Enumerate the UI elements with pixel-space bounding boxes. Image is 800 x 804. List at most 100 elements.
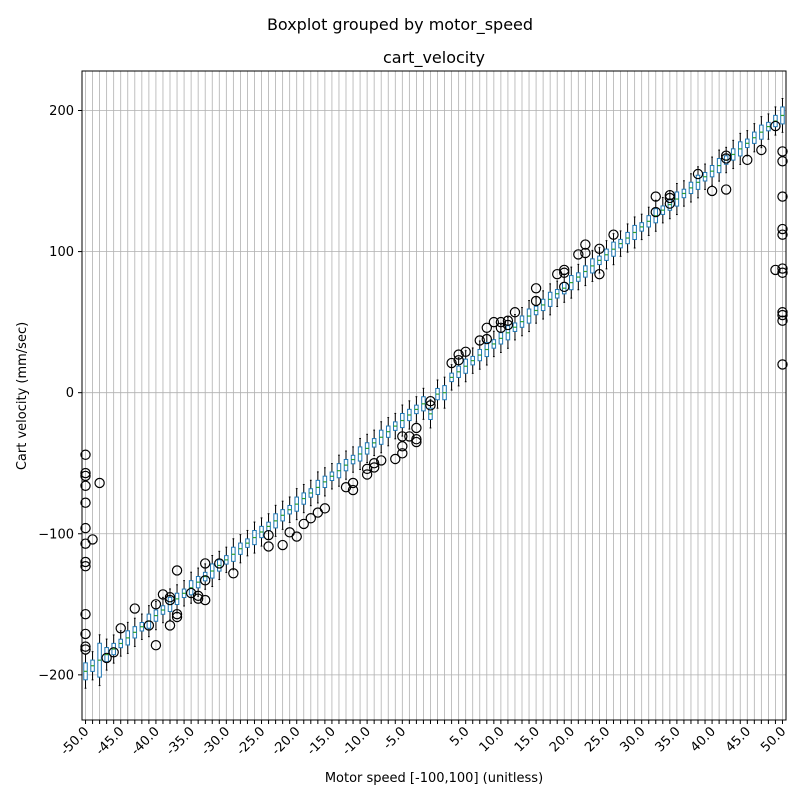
- outlier-point: [80, 608, 91, 620]
- outlier-point: [777, 229, 788, 240]
- x-tick-label: 50.0: [758, 724, 789, 755]
- outlier-point: [573, 249, 584, 260]
- plot-frame: [81, 70, 787, 721]
- outlier-point: [192, 593, 204, 604]
- outlier-point: [361, 463, 373, 475]
- outlier-point: [80, 449, 91, 460]
- x-tick-label: -30.0: [199, 724, 233, 758]
- outlier-point: [770, 120, 781, 132]
- outlier-point: [777, 191, 788, 202]
- outlier-point: [453, 349, 464, 360]
- outlier-point: [80, 470, 91, 482]
- x-tick-label: -45.0: [93, 724, 127, 758]
- y-tick-label: 100: [49, 245, 74, 260]
- outlier-point: [502, 315, 514, 326]
- outlier-point: [509, 307, 521, 318]
- outlier-point: [777, 146, 788, 157]
- y-tick-label: −200: [38, 668, 74, 683]
- outlier-point: [474, 335, 485, 346]
- outlier-point: [404, 431, 415, 442]
- x-tick-label: 20.0: [547, 724, 578, 755]
- outlier-point: [706, 185, 718, 197]
- y-tick-label: 0: [66, 386, 74, 401]
- y-axis: −200 −100 0 100 200: [38, 104, 82, 683]
- outlier-point: [502, 319, 514, 331]
- outlier-point: [770, 264, 781, 276]
- outlier-point: [530, 283, 542, 294]
- outlier-point: [425, 395, 436, 407]
- outlier-point: [199, 594, 211, 606]
- x-tick-label: 15.0: [512, 724, 543, 755]
- chart-suptitle: Boxplot grouped by motor_speed: [267, 15, 533, 35]
- outlier-point: [777, 267, 788, 278]
- outlier-point: [199, 575, 211, 586]
- outlier-point: [460, 346, 471, 357]
- outlier-group: [80, 120, 788, 664]
- y-tick-label: −100: [38, 527, 74, 542]
- x-tick-label: 35.0: [653, 724, 684, 755]
- outlier-point: [80, 497, 91, 508]
- outlier-point: [742, 154, 753, 166]
- outlier-point: [594, 268, 605, 280]
- outlier-point: [664, 189, 676, 201]
- outlier-point: [594, 243, 605, 254]
- x-tick-label: 10.0: [477, 724, 508, 755]
- outlier-point: [214, 558, 225, 569]
- outlier-point: [80, 628, 91, 640]
- outlier-point: [80, 641, 91, 652]
- x-tick-label: 45.0: [723, 724, 754, 755]
- outlier-point: [777, 315, 788, 326]
- outlier-point: [488, 316, 500, 328]
- outlier-point: [650, 191, 661, 202]
- outlier-point: [150, 640, 162, 651]
- outlier-point: [94, 477, 105, 489]
- x-tick-label: -25.0: [234, 724, 268, 758]
- outlier-point: [580, 247, 591, 259]
- outlier-point: [108, 647, 119, 658]
- outlier-point: [171, 565, 183, 576]
- outlier-point: [608, 229, 619, 240]
- outlier-point: [368, 458, 380, 469]
- x-tick-label: -35.0: [164, 724, 198, 758]
- outlier-point: [650, 206, 661, 218]
- outlier-point: [263, 541, 274, 552]
- outlier-point: [495, 316, 507, 328]
- outlier-point: [129, 603, 140, 614]
- outlier-point: [305, 513, 316, 524]
- x-axis-label: Motor speed [-100,100] (unitless): [325, 771, 543, 786]
- outlier-point: [559, 267, 570, 278]
- outlier-point: [80, 480, 91, 491]
- outlier-point: [777, 307, 788, 318]
- outlier-point: [347, 477, 359, 489]
- outlier-point: [376, 455, 387, 466]
- outlier-point: [446, 357, 457, 369]
- outlier-point: [298, 518, 309, 530]
- x-axis: -50.0 -45.0 -40.0 -35.0 -30.0 -25.0 -20.0 -15.0…: [58, 720, 789, 759]
- outlier-point: [164, 620, 176, 631]
- outlier-point: [80, 522, 91, 534]
- outlier-point: [80, 467, 91, 479]
- outlier-point: [530, 295, 542, 307]
- outlier-point: [171, 608, 183, 620]
- outlier-point: [397, 431, 408, 442]
- chart-title: cart_velocity: [383, 48, 485, 68]
- y-tick-label: 200: [49, 104, 74, 119]
- outlier-point: [115, 623, 126, 634]
- x-tick-label: 25.0: [582, 724, 613, 755]
- x-tick-label: -5.0: [381, 724, 410, 753]
- outlier-point: [319, 503, 331, 514]
- outlier-point: [720, 153, 732, 164]
- outlier-point: [263, 529, 274, 541]
- outlier-point: [157, 589, 169, 600]
- outlier-point: [411, 436, 422, 448]
- outlier-point: [664, 198, 676, 209]
- outlier-point: [390, 453, 401, 465]
- y-axis-label: Cart velocity (mm/sec): [15, 322, 30, 470]
- outlier-point: [777, 156, 788, 167]
- x-tick-label: -40.0: [128, 724, 162, 758]
- x-tick-label: 40.0: [688, 724, 719, 755]
- x-tick-label: -15.0: [304, 724, 338, 758]
- x-tick-label: -50.0: [58, 724, 92, 758]
- outlier-point: [720, 150, 732, 161]
